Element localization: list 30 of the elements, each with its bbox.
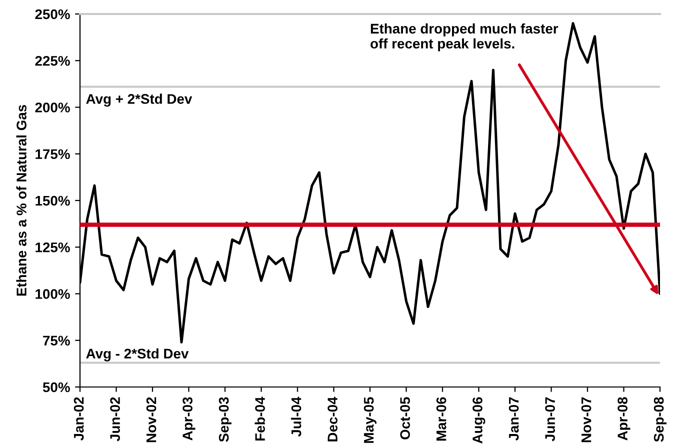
x-tick-label: Apr-08 [618,397,630,440]
x-tick-label: Feb-04 [254,396,265,441]
y-tick-label: 200% [35,102,70,112]
x-tick-label: Sep-03 [218,397,232,442]
ref-line-label: Avg - 2*Std Dev [86,348,189,362]
x-tick-label: Jul-04 [291,396,302,437]
y-tick-label: 225% [35,56,70,66]
ref-line-label: Avg + 2*Std Dev [86,94,192,107]
x-tick-label: Oct-05 [400,397,410,440]
y-tick-label: 50% [42,382,70,392]
x-tick-label: Jun-02 [110,397,120,442]
annotation: Ethane dropped much faster off recent peak levels. [370,23,558,52]
x-tick-label: Nov-02 [146,397,156,442]
y-tick-label: 250% [35,9,70,20]
y-tick-label: 175% [36,149,70,160]
y-tick-label: 100% [36,289,70,299]
y-tick-label: 75% [43,336,70,346]
x-tick-label: Nov-07 [581,397,592,442]
y-tick-label: 150% [36,196,70,206]
y-axis-title: Ethane as a % of Natural Gas [16,104,26,296]
y-tick-label: 125% [36,242,70,252]
x-tick-label: Jun-07 [545,397,555,442]
x-tick-label: May-05 [364,397,376,443]
x-tick-label: Aug-06 [472,397,486,444]
x-tick-label: Mar-06 [436,397,446,441]
x-tick-label: Dec-04 [328,396,338,442]
x-tick-label: Sep-08 [654,397,666,442]
x-tick-label: Jan-07 [508,397,519,441]
x-tick-label: Apr-03 [182,397,196,440]
x-tick-label: Jan-02 [74,397,84,441]
